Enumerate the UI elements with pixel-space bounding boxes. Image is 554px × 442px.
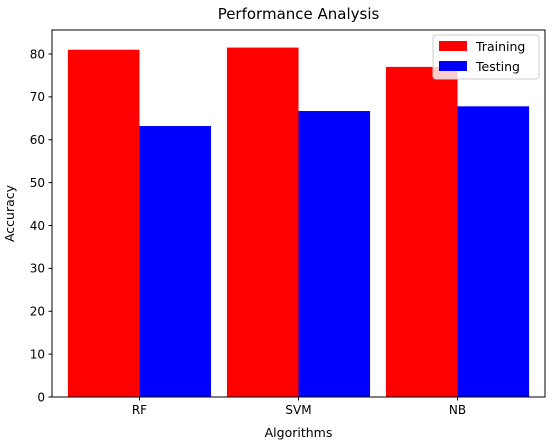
y-axis-ticks: 0 10 20 30 40 50 60 70 80 (30, 47, 52, 404)
x-tick-label: NB (449, 403, 466, 417)
x-axis-label: Algorithms (265, 425, 333, 440)
y-axis-label: Accuracy (2, 184, 17, 242)
y-tick-label: 10 (30, 347, 45, 361)
legend-swatch-testing (439, 61, 467, 71)
x-tick-label: RF (132, 403, 147, 417)
legend-swatch-training (439, 41, 467, 51)
bar-testing-rf (139, 126, 212, 397)
legend: Training Testing (432, 34, 540, 80)
bar-testing-svm (298, 111, 371, 397)
bar-testing-nb (457, 106, 530, 397)
y-tick-label: 30 (30, 262, 45, 276)
y-tick-label: 40 (30, 219, 45, 233)
plot-frame (51, 29, 546, 398)
bar-training-nb (385, 66, 458, 398)
legend-label-testing: Testing (475, 59, 520, 74)
y-tick-label: 0 (37, 390, 45, 404)
bars-group (67, 47, 530, 398)
x-tick-label: SVM (285, 403, 311, 417)
y-tick-label: 80 (30, 47, 45, 61)
y-tick-label: 60 (30, 133, 45, 147)
y-tick-label: 50 (30, 176, 45, 190)
y-tick-label: 70 (30, 90, 45, 104)
bar-training-svm (226, 47, 299, 397)
x-axis-ticks: RF SVM NB (132, 397, 466, 417)
legend-label-training: Training (475, 39, 525, 54)
bar-training-rf (67, 49, 140, 397)
y-tick-label: 20 (30, 305, 45, 319)
chart-title: Performance Analysis (218, 5, 380, 23)
